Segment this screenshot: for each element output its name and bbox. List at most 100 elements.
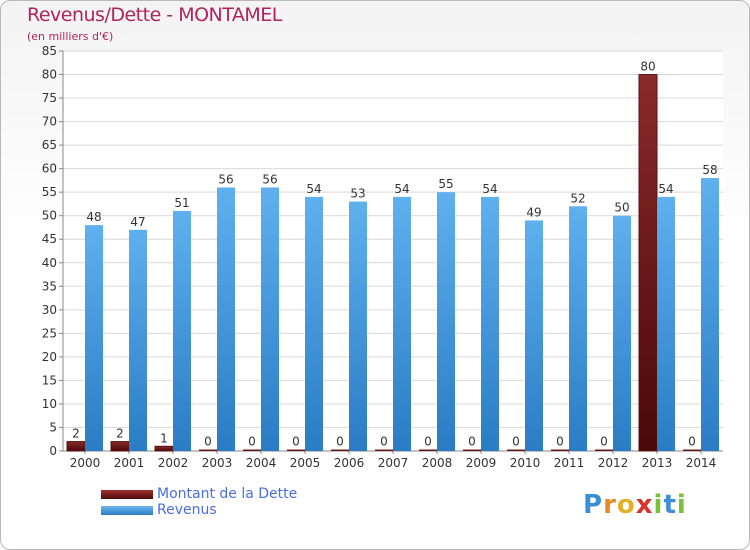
bar-debt bbox=[331, 449, 349, 451]
data-label-debt: 2 bbox=[116, 427, 124, 441]
x-tick-label: 2014 bbox=[686, 456, 717, 470]
x-tick-label: 2006 bbox=[334, 456, 365, 470]
data-label-revenue: 55 bbox=[438, 177, 453, 191]
legend-swatch-debt bbox=[101, 489, 153, 499]
y-tick-label: 60 bbox=[42, 162, 57, 176]
bar-debt bbox=[683, 449, 701, 451]
data-label-revenue: 54 bbox=[306, 182, 321, 196]
y-tick-label: 80 bbox=[42, 68, 57, 82]
bar-debt bbox=[199, 449, 217, 451]
bar-debt bbox=[463, 449, 481, 451]
x-tick-label: 2008 bbox=[422, 456, 453, 470]
bar-debt bbox=[110, 441, 130, 452]
bar-revenue bbox=[613, 215, 631, 451]
y-tick-label: 25 bbox=[42, 326, 57, 340]
proxiti-logo: Proxiti bbox=[583, 490, 687, 520]
data-label-debt: 0 bbox=[380, 435, 388, 449]
bar-revenue bbox=[261, 187, 279, 451]
legend-item-debt: Montant de la Dette bbox=[101, 486, 297, 502]
data-label-debt: 0 bbox=[204, 435, 212, 449]
y-tick-label: 20 bbox=[42, 350, 57, 364]
legend-swatch-revenue bbox=[101, 505, 153, 515]
bar-revenue bbox=[393, 196, 411, 451]
data-label-debt: 0 bbox=[556, 435, 564, 449]
data-label-debt: 0 bbox=[248, 435, 256, 449]
bar-debt bbox=[287, 449, 305, 451]
y-tick-label: 45 bbox=[42, 232, 57, 246]
data-label-debt: 0 bbox=[512, 435, 520, 449]
data-label-revenue: 52 bbox=[570, 191, 585, 205]
data-label-debt: 0 bbox=[468, 435, 476, 449]
bar-debt bbox=[243, 449, 261, 451]
y-tick-label: 65 bbox=[42, 138, 57, 152]
x-tick-label: 2001 bbox=[114, 456, 145, 470]
data-label-debt: 0 bbox=[600, 435, 608, 449]
y-tick-label: 75 bbox=[42, 91, 57, 105]
data-label-debt: 1 bbox=[160, 431, 168, 445]
y-tick-label: 0 bbox=[49, 444, 57, 458]
y-tick-label: 10 bbox=[42, 397, 57, 411]
bar-revenue bbox=[481, 196, 499, 451]
y-tick-label: 15 bbox=[42, 373, 57, 387]
x-tick-label: 2007 bbox=[378, 456, 409, 470]
x-tick-label: 2000 bbox=[70, 456, 101, 470]
legend-item-revenue: Revenus bbox=[101, 502, 297, 518]
x-tick-label: 2011 bbox=[554, 456, 585, 470]
y-tick-label: 70 bbox=[42, 115, 57, 129]
bar-revenue bbox=[85, 225, 103, 451]
data-label-debt: 0 bbox=[424, 435, 432, 449]
y-tick-label: 50 bbox=[42, 209, 57, 223]
y-tick-label: 5 bbox=[49, 420, 57, 434]
data-label-revenue: 54 bbox=[658, 182, 673, 196]
bar-revenue bbox=[525, 220, 543, 451]
legend: Montant de la Dette Revenus bbox=[101, 486, 297, 518]
legend-label-debt: Montant de la Dette bbox=[157, 486, 298, 502]
data-label-revenue: 58 bbox=[702, 163, 717, 177]
bar-revenue bbox=[305, 196, 323, 451]
y-tick-label: 85 bbox=[42, 44, 57, 58]
x-tick-label: 2013 bbox=[642, 456, 673, 470]
data-label-revenue: 50 bbox=[614, 201, 629, 215]
y-tick-label: 35 bbox=[42, 279, 57, 293]
bar-debt bbox=[154, 445, 174, 452]
data-label-revenue: 47 bbox=[130, 215, 145, 229]
bar-revenue bbox=[437, 192, 455, 452]
bar-revenue bbox=[569, 206, 587, 451]
data-label-debt: 0 bbox=[336, 435, 344, 449]
data-label-revenue: 54 bbox=[482, 182, 497, 196]
x-tick-label: 2012 bbox=[598, 456, 629, 470]
data-label-debt: 80 bbox=[640, 60, 655, 74]
bar-debt bbox=[551, 449, 569, 451]
x-tick-label: 2010 bbox=[510, 456, 541, 470]
legend-label-revenue: Revenus bbox=[157, 502, 217, 518]
bar-revenue bbox=[217, 187, 235, 451]
bar-debt bbox=[66, 441, 86, 452]
data-label-revenue: 51 bbox=[174, 196, 189, 210]
data-label-revenue: 49 bbox=[526, 205, 541, 219]
x-tick-label: 2009 bbox=[466, 456, 497, 470]
bar-revenue bbox=[701, 178, 719, 451]
data-label-revenue: 48 bbox=[86, 210, 101, 224]
data-label-revenue: 56 bbox=[218, 172, 233, 186]
bar-revenue bbox=[173, 211, 191, 451]
data-label-revenue: 54 bbox=[394, 182, 409, 196]
data-label-revenue: 56 bbox=[262, 172, 277, 186]
bar-revenue bbox=[129, 229, 147, 451]
chart-subtitle: (en milliers d'€) bbox=[27, 30, 114, 43]
chart-title: Revenus/Dette - MONTAMEL bbox=[27, 4, 282, 26]
bar-revenue bbox=[657, 196, 675, 451]
bar-debt bbox=[638, 74, 658, 452]
y-tick-label: 40 bbox=[42, 256, 57, 270]
x-tick-label: 2005 bbox=[290, 456, 321, 470]
y-tick-label: 55 bbox=[42, 185, 57, 199]
data-label-debt: 2 bbox=[72, 427, 80, 441]
bar-debt bbox=[375, 449, 393, 451]
x-tick-label: 2003 bbox=[202, 456, 233, 470]
data-label-debt: 0 bbox=[688, 435, 696, 449]
x-tick-label: 2004 bbox=[246, 456, 277, 470]
data-label-revenue: 53 bbox=[350, 187, 365, 201]
bar-debt bbox=[595, 449, 613, 451]
bar-revenue bbox=[349, 201, 367, 451]
